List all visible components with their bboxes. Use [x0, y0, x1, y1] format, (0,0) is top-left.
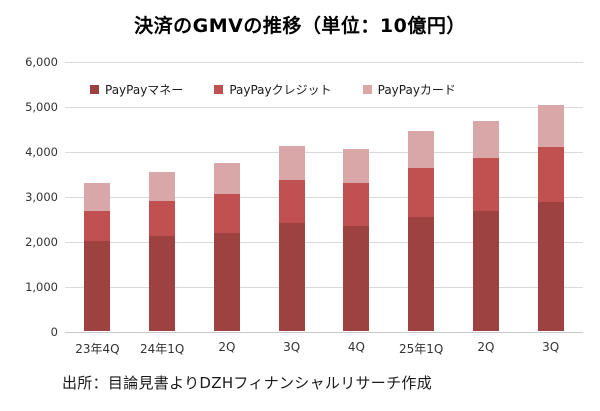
y-axis-tick-label: 1,000	[25, 280, 58, 294]
y-axis-tick-label: 2,000	[25, 235, 58, 249]
x-axis-tick-label: 25年1Q	[398, 342, 444, 356]
bar-3Q	[537, 104, 564, 331]
bar-segment-PayPayカード	[84, 182, 111, 212]
legend-item-1: PayPayクレジット	[214, 81, 332, 98]
legend-label: PayPayカード	[377, 83, 456, 97]
legend-label: PayPayクレジット	[229, 83, 332, 97]
gridline-5000	[65, 107, 583, 108]
bar-segment-PayPayクレジット	[343, 182, 370, 227]
gridline-6000	[65, 62, 583, 63]
bar-segment-PayPayマネー	[408, 216, 435, 331]
bar-segment-PayPayクレジット	[472, 158, 499, 211]
bar-segment-PayPayマネー	[149, 236, 176, 331]
bar-segment-PayPayクレジット	[537, 146, 564, 203]
bar-2Q	[472, 120, 499, 331]
legend-swatch-icon	[214, 85, 224, 94]
x-axis-tick-label: 3Q	[542, 340, 560, 354]
x-axis-tick-label: 24年1Q	[139, 342, 185, 356]
x-axis-tick-label: 23年4Q	[75, 342, 120, 356]
x-axis-tick-label: 2Q	[218, 340, 236, 354]
legend-swatch-icon	[90, 85, 99, 94]
x-axis-tick-label: 3Q	[283, 340, 301, 354]
bar-segment-PayPayクレジット	[149, 200, 176, 237]
y-axis-tick-label: 4,000	[25, 145, 58, 159]
y-axis-tick-label: 5,000	[25, 100, 58, 114]
bar-24年1Q	[149, 171, 176, 331]
bar-segment-PayPayカード	[537, 104, 564, 147]
bar-segment-PayPayカード	[472, 120, 499, 159]
bar-4Q	[343, 148, 370, 331]
legend-item-0: PayPayマネー	[90, 81, 183, 98]
legend: PayPayマネー PayPayクレジット PayPayカード	[90, 81, 456, 98]
legend-label: PayPayマネー	[105, 83, 184, 97]
bar-segment-PayPayマネー	[472, 210, 499, 331]
bar-segment-PayPayマネー	[343, 226, 370, 331]
y-axis-tick-label: 3,000	[25, 190, 58, 204]
bar-23年4Q	[84, 182, 111, 331]
bar-segment-PayPayクレジット	[278, 179, 305, 223]
bar-segment-PayPayカード	[213, 163, 240, 194]
bar-3Q	[278, 145, 305, 331]
x-axis-tick-label: 2Q	[477, 340, 495, 354]
gridline-3000	[65, 197, 583, 198]
bar-segment-PayPayマネー	[84, 241, 111, 331]
bar-segment-PayPayクレジット	[213, 193, 240, 234]
y-axis-tick-label: 6,000	[25, 55, 58, 69]
bar-25年1Q	[408, 131, 435, 331]
legend-swatch-icon	[362, 85, 372, 94]
bar-segment-PayPayマネー	[278, 222, 305, 331]
bar-segment-PayPayカード	[343, 148, 370, 183]
gridline-1000	[65, 287, 583, 288]
gridline-0	[65, 332, 583, 333]
legend-item-2: PayPayカード	[362, 81, 456, 98]
bar-2Q	[213, 163, 240, 331]
bar-segment-PayPayクレジット	[84, 211, 111, 241]
gridline-4000	[65, 152, 583, 153]
bar-segment-PayPayマネー	[537, 202, 564, 331]
bar-segment-PayPayマネー	[213, 233, 240, 331]
source-note: 出所：目論見書よりDZHフィナンシャルリサーチ作成	[62, 374, 433, 392]
bar-segment-PayPayカード	[278, 145, 305, 180]
bar-segment-PayPayカード	[408, 131, 435, 168]
x-axis-tick-label: 4Q	[347, 340, 365, 354]
bar-segment-PayPayカード	[149, 171, 176, 201]
y-axis-tick-label: 0	[50, 325, 58, 339]
gridline-2000	[65, 242, 583, 243]
chart-title: 決済のGMVの推移（単位：10億円）	[134, 15, 466, 37]
bar-segment-PayPayクレジット	[408, 167, 435, 217]
plot-area: PayPayマネー PayPayクレジット PayPayカード 23年4Q 24年1Q…	[65, 62, 583, 356]
